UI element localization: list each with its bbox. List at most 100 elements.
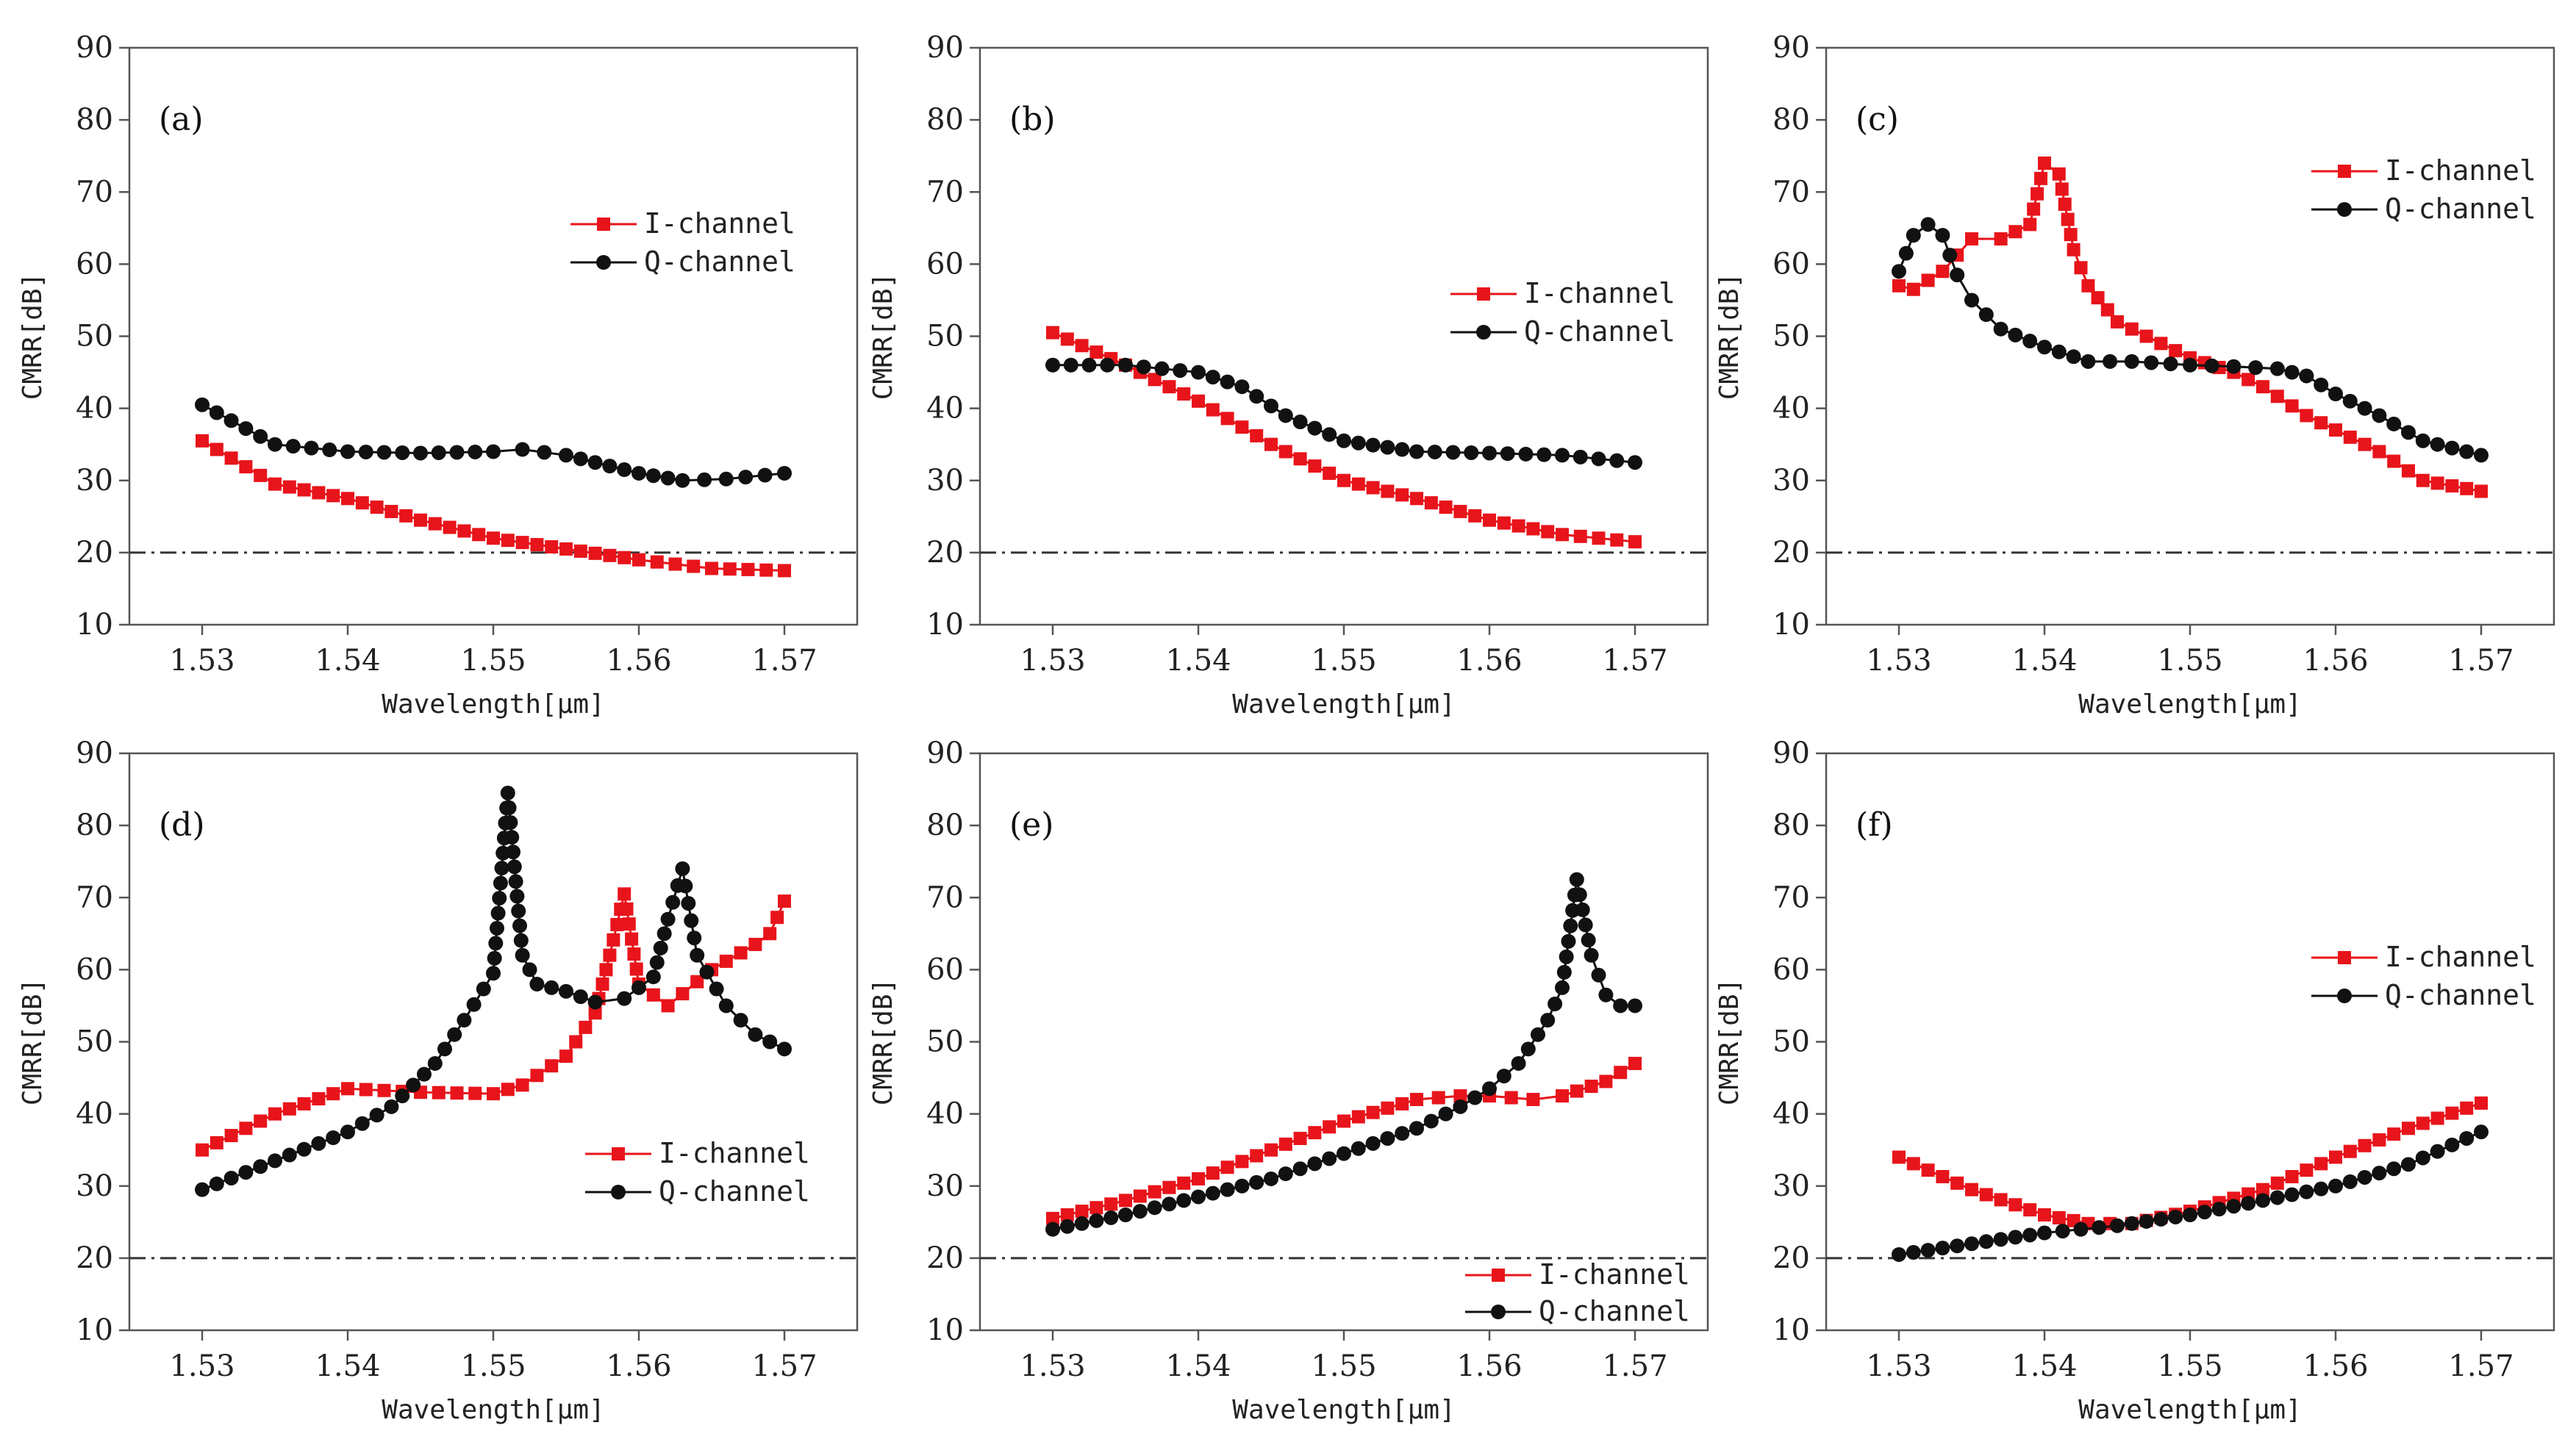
data-point [239,460,253,474]
data-point [2342,1174,2358,1189]
data-point [559,448,573,463]
data-point [1536,447,1552,462]
series-i-channel [1046,326,1642,549]
panel-a: 10 20 30 40 50 60 70 80 90 1.53 1.54 1.55 1.56 1.57 Wa… [18,31,859,720]
legend: I-channel Q-channel [2311,941,2536,1011]
data-point [1628,1056,1642,1070]
data-point [1504,1091,1518,1105]
data-point [733,1013,748,1028]
data-point [1628,455,1642,470]
legend: I-channel Q-channel [1450,277,1675,348]
data-point [1935,228,1950,243]
y-axis-title: CMRR[dB] [868,273,898,400]
data-point [1438,1106,1453,1122]
y-tick-label: 90 [1772,31,1810,65]
data-point [2314,416,2328,430]
legend: I-channel Q-channel [570,207,795,278]
data-point [1395,1097,1409,1111]
data-point [690,975,704,989]
x-tick-label: 1.54 [1165,1349,1231,1383]
x-tick-label: 1.57 [751,1349,817,1383]
data-point [1250,428,1264,442]
data-point [1572,887,1587,903]
data-point [2061,212,2075,226]
data-point [2139,1213,2154,1229]
y-tick-label: 40 [1772,392,1810,426]
data-point [2285,399,2299,413]
data-point [1978,1234,1994,1249]
x-tick-label: 1.55 [460,1349,526,1383]
data-point [2124,354,2139,369]
data-point [2110,1218,2125,1233]
plot-frame [128,752,859,1332]
legend-marker [1491,1305,1506,1319]
series-q-channel [195,397,792,488]
data-point [1936,1169,1950,1183]
data-point [1234,379,1250,395]
data-point [254,1114,268,1128]
data-point [1427,444,1442,459]
data-point [1154,361,1170,376]
data-point [2031,187,2044,201]
y-tick-label: 80 [926,103,964,137]
data-point [2343,1144,2357,1158]
y-tick-label: 10 [1772,608,1810,642]
data-point [1936,265,1950,279]
y-tick-label: 30 [1772,464,1810,498]
data-point [1148,373,1162,387]
y-tick-label: 10 [76,1313,113,1347]
x-axis-title: Wavelength[μm] [382,1395,604,1425]
data-point [437,1041,452,1057]
data-point [427,1055,443,1071]
data-point [2416,473,2430,487]
y-tick-label: 50 [1772,1025,1810,1059]
y-tick-label: 40 [926,392,964,426]
data-point [2416,1116,2430,1130]
y-tick-label: 60 [926,952,964,986]
data-point [2430,1144,2445,1159]
y-tick-label: 70 [1772,880,1810,914]
data-point [1089,1213,1104,1228]
data-point [1511,519,1525,533]
data-point [2372,1166,2387,1181]
data-point [2415,433,2430,448]
data-point [447,1027,462,1042]
data-point [2051,344,2067,359]
data-point [645,468,661,484]
data-point [2474,1124,2489,1140]
series-q-channel [1045,357,1642,470]
data-point [738,470,754,485]
data-point [1323,1120,1337,1134]
data-point [1892,1246,1906,1262]
data-point [2474,448,2489,463]
data-point [311,1136,326,1151]
data-point [2204,358,2219,373]
data-point [1965,232,1978,246]
data-point [2459,444,2475,459]
data-point [1046,1211,1059,1225]
data-point [656,926,672,941]
data-point [676,987,690,1001]
data-point [762,1034,778,1050]
data-point [2269,1190,2285,1205]
data-point [2415,1150,2430,1166]
data-point [573,451,588,467]
y-tick-label: 70 [76,880,113,914]
data-point [210,1136,223,1149]
y-tick-label: 80 [926,808,964,842]
data-point [1293,452,1307,466]
data-point [537,445,552,460]
data-point [1119,1194,1132,1208]
data-point [1906,1157,1920,1171]
data-point [312,486,326,500]
data-point [1921,273,1935,287]
data-point [650,555,664,569]
legend-marker [611,1185,626,1199]
data-point [1132,1204,1148,1219]
data-point [1584,947,1599,963]
data-point [1575,902,1590,917]
y-tick-label: 10 [926,608,964,642]
data-point [579,1020,593,1034]
data-point [770,911,784,925]
data-point [1424,496,1438,510]
